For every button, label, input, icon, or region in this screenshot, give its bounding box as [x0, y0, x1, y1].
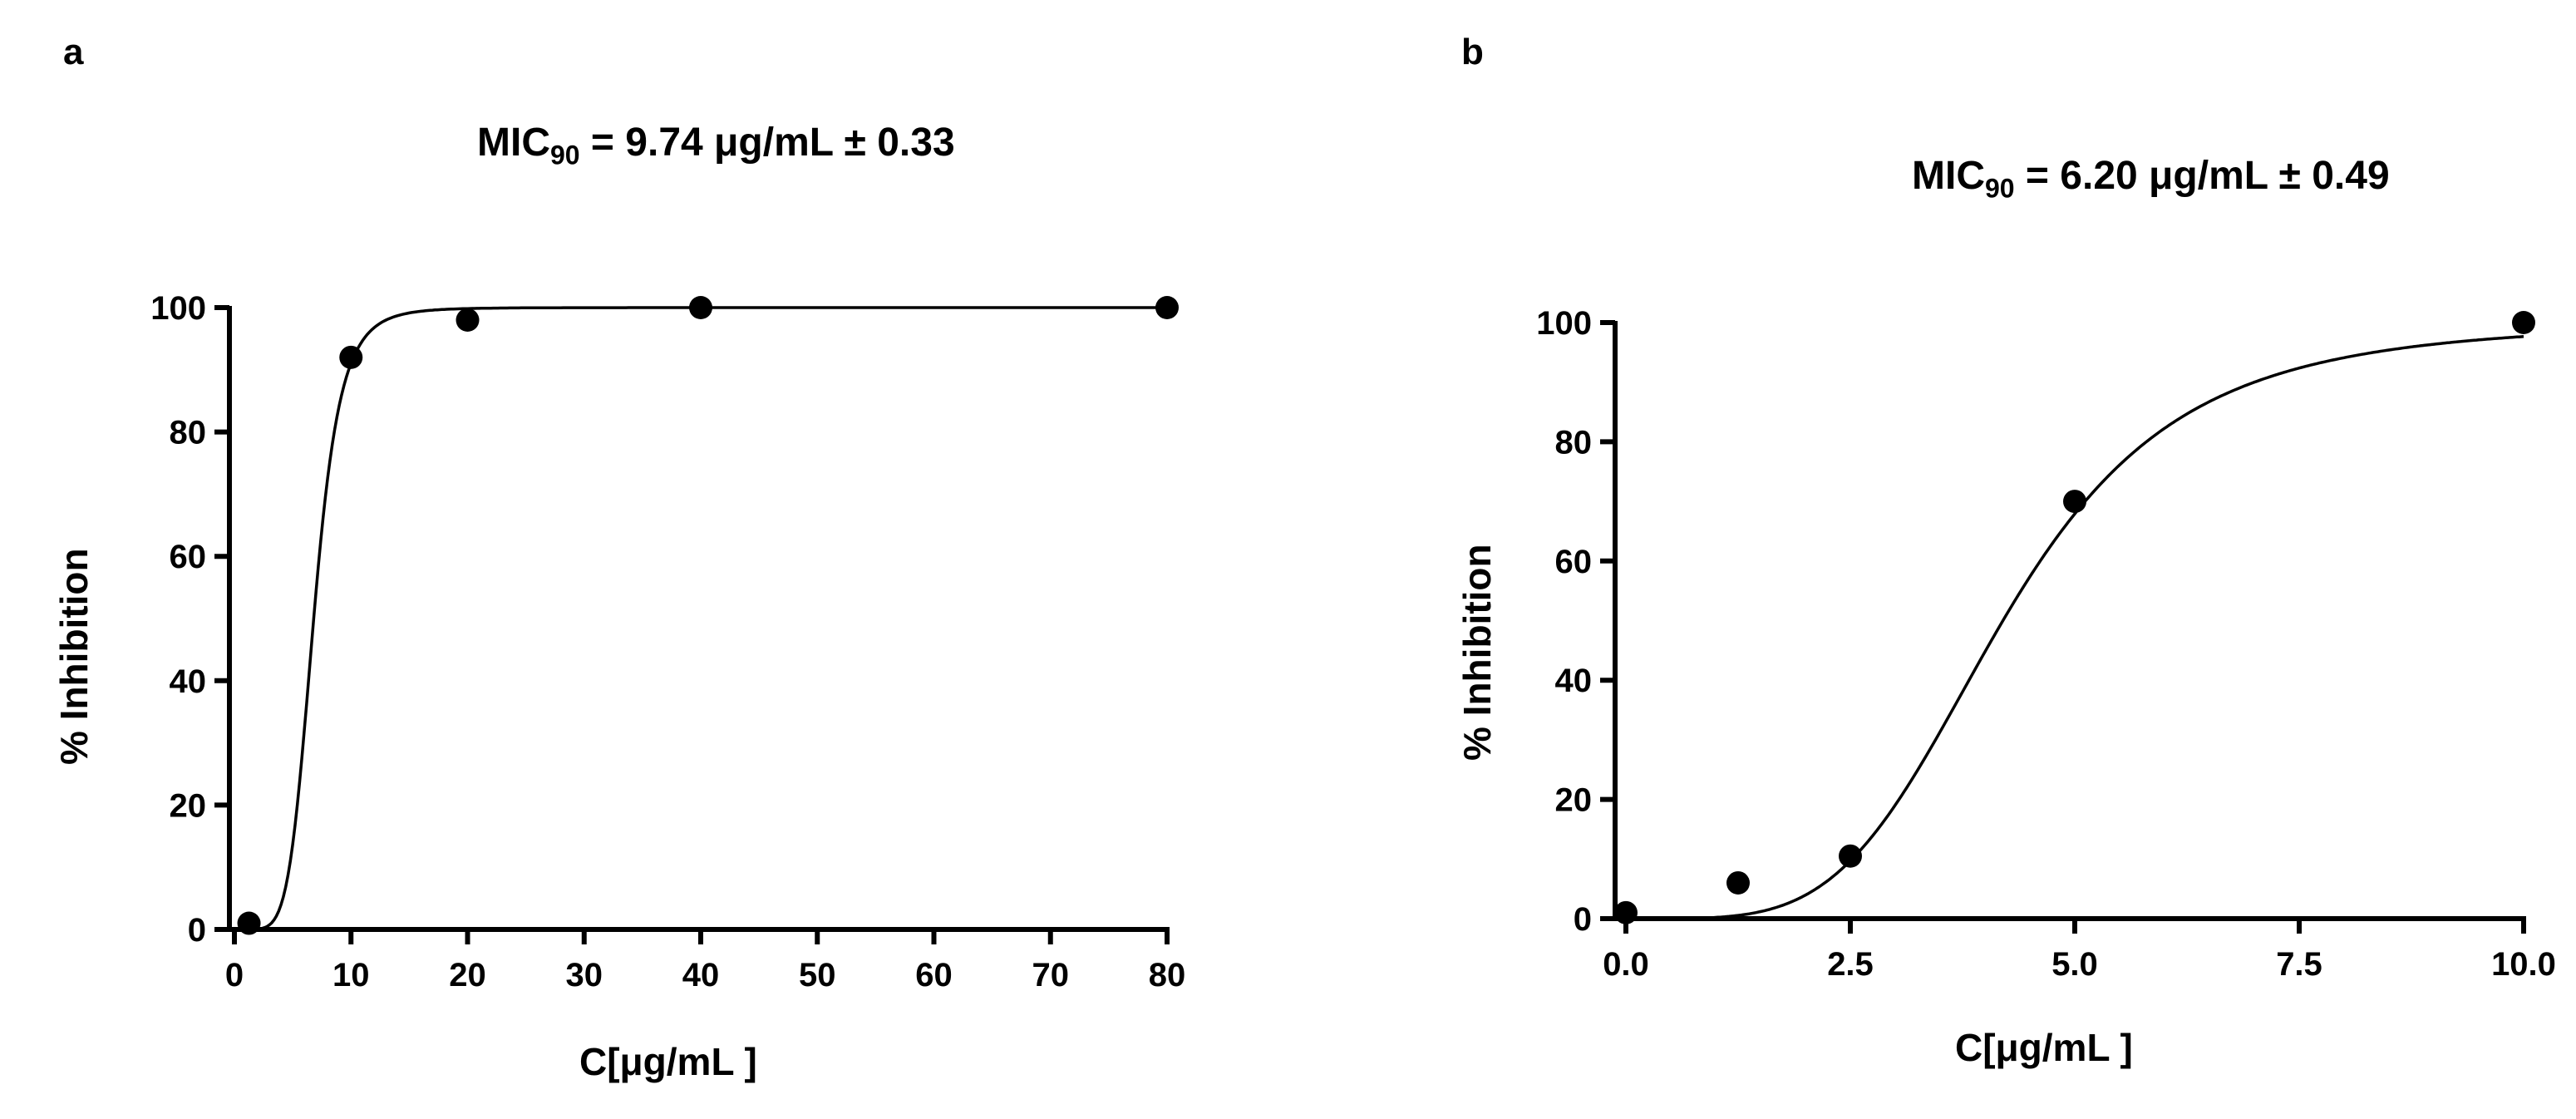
chart-a-y-tick-label: 100 [150, 290, 206, 327]
chart-b-xlabel: C[μg/mL ] [1955, 1026, 2133, 1069]
chart-b-y-tick-label: 20 [1555, 782, 1593, 819]
chart-a-y-tick-label: 0 [188, 912, 206, 949]
chart-a-y-tick-label: 40 [170, 663, 207, 700]
chart-a-y-tick-label: 60 [170, 539, 207, 575]
chart-b-x-tick-label: 2.5 [1827, 946, 1874, 983]
panel-b-letter: b [1461, 32, 1484, 72]
chart-a-x-tick-label: 80 [1149, 957, 1186, 993]
chart-a-y-tick-label: 80 [170, 415, 207, 451]
chart-a-x-tick-label: 30 [566, 957, 603, 993]
chart-b-y-tick-label: 80 [1555, 424, 1593, 461]
chart-b-data-point [2063, 490, 2086, 514]
chart-b-data-point [1614, 900, 1638, 924]
chart-a-x-tick-label: 40 [682, 957, 720, 993]
chart-b-y-tick-label: 100 [1536, 305, 1592, 342]
chart-a-x-tick-label: 50 [799, 957, 836, 993]
chart-b-y-tick-label: 40 [1555, 663, 1593, 699]
chart-a-x-tick-label: 60 [915, 957, 953, 993]
chart-b-data-point [1839, 844, 1862, 868]
chart-a-data-point [237, 911, 261, 935]
chart-a-data-point [689, 296, 712, 319]
chart-b-fit-curve [1626, 335, 2524, 920]
chart-b-y-tick-label: 0 [1574, 901, 1592, 938]
chart-a-x-tick-label: 70 [1032, 957, 1070, 993]
chart-b-title: MIC90 = 6.20 μg/mL ± 0.49 [1912, 154, 2390, 204]
chart-b-x-tick-label: 10.0 [2491, 946, 2556, 983]
chart-a-y-tick-label: 20 [170, 787, 207, 824]
chart-a-title: MIC90 = 9.74 μg/mL ± 0.33 [477, 121, 955, 170]
panel-a-letter: a [63, 32, 84, 72]
chart-b-data-point [2512, 311, 2535, 334]
chart-a-xlabel: C[μg/mL ] [579, 1040, 757, 1083]
chart-a-data-point [339, 345, 363, 369]
chart-b-data-point [1726, 870, 1750, 895]
chart-b-x-tick-label: 0.0 [1603, 946, 1649, 983]
chart-a-x-tick-label: 0 [225, 957, 244, 993]
chart-a-x-tick-label: 20 [449, 957, 486, 993]
chart-b-y-tick-label: 60 [1555, 544, 1593, 580]
chart-b-x-tick-label: 5.0 [2051, 946, 2098, 983]
chart-a-data-point [1155, 296, 1179, 319]
chart-a-fit-curve [234, 306, 1167, 931]
chart-b-x-tick-label: 7.5 [2276, 946, 2322, 983]
chart-a-x-tick-label: 10 [332, 957, 370, 993]
chart-a-data-point [456, 308, 480, 332]
